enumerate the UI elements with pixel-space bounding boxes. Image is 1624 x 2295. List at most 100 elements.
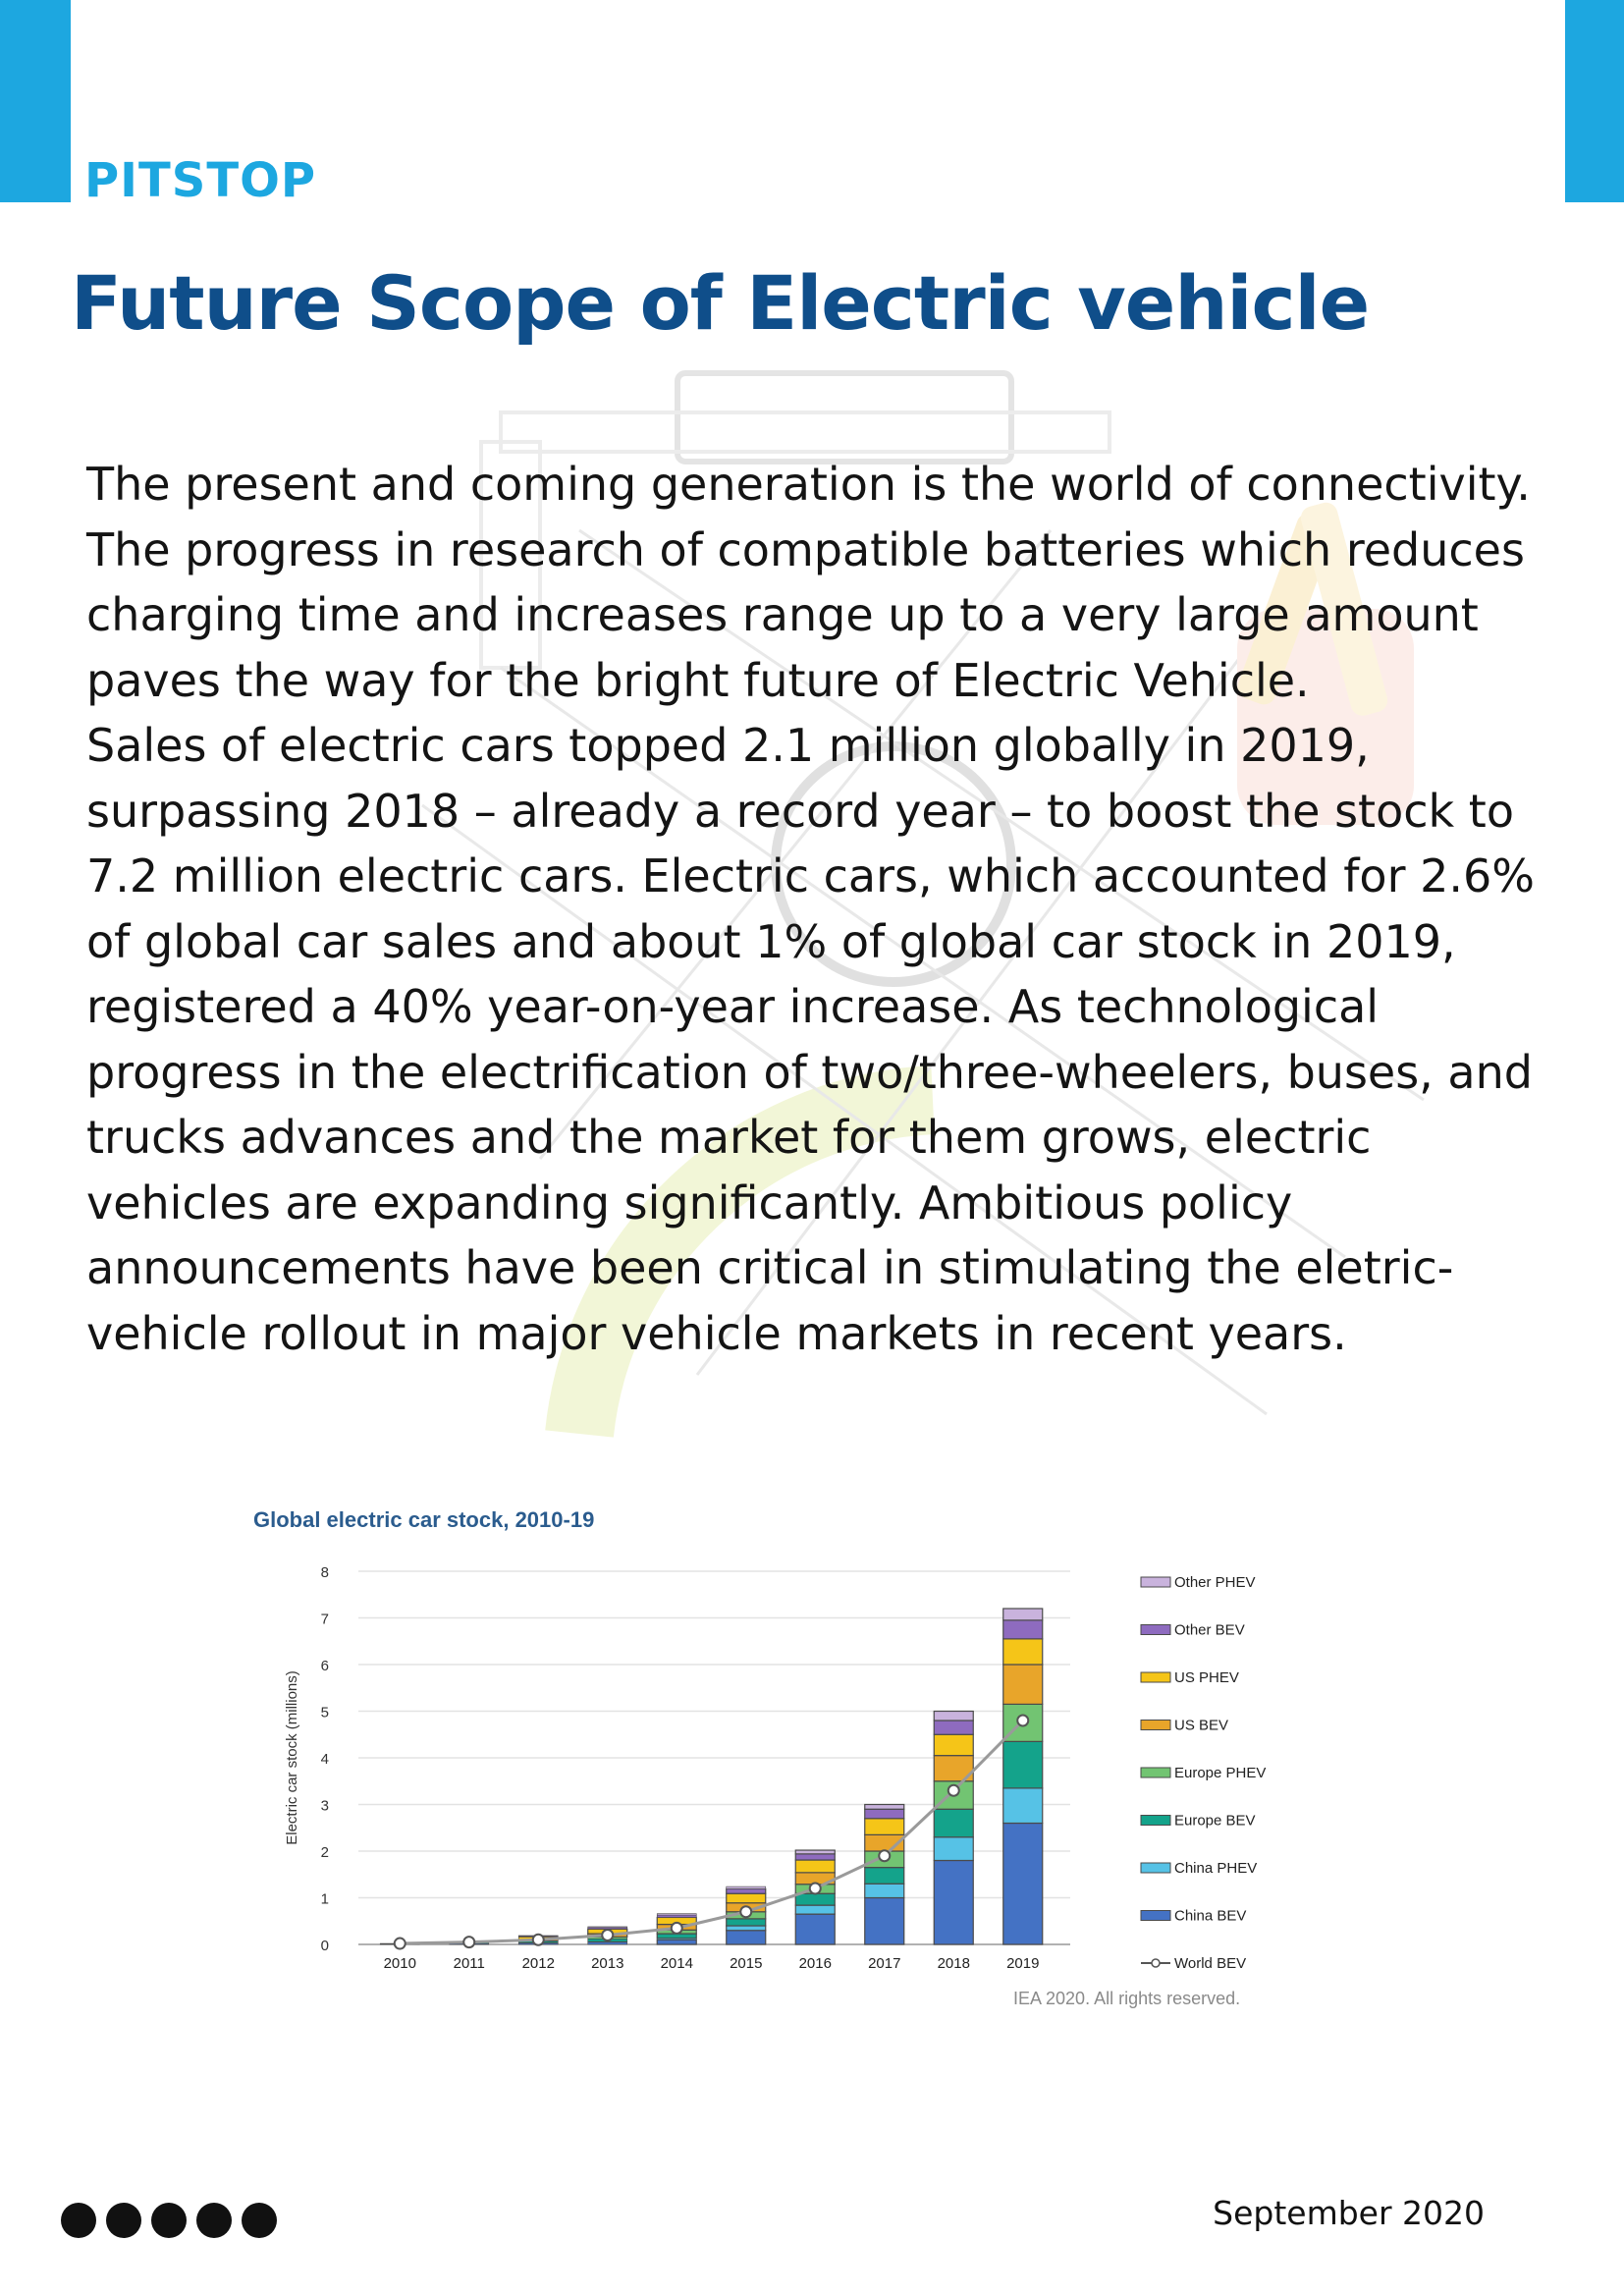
y-tick-label: 3 xyxy=(321,1798,329,1815)
legend-swatch xyxy=(1140,1815,1171,1826)
bar-segment xyxy=(726,1885,767,1889)
top-right-accent-bar xyxy=(1565,0,1624,202)
world-bev-point xyxy=(878,1849,892,1863)
legend-line-marker xyxy=(1151,1958,1161,1968)
bar-segment xyxy=(794,1892,836,1906)
bar-segment xyxy=(1002,1822,1044,1945)
ev-stock-chart: Global electric car stock, 2010-19 0 1 2 3 4… xyxy=(245,1498,1326,2028)
y-tick-label: 6 xyxy=(321,1658,329,1674)
legend-swatch xyxy=(1140,1671,1171,1683)
background-illustration xyxy=(421,370,1425,1438)
top-left-accent-bar xyxy=(0,0,71,202)
bar-segment xyxy=(864,1867,905,1885)
x-tick-label: 2012 xyxy=(522,1955,555,1972)
world-bev-point xyxy=(808,1882,822,1895)
y-tick-label: 2 xyxy=(321,1844,329,1861)
bar-segment xyxy=(933,1808,974,1838)
bar-segment xyxy=(726,1918,767,1927)
bar-segment xyxy=(794,1853,836,1861)
bar-segment xyxy=(587,1941,628,1945)
world-bev-point xyxy=(670,1921,683,1935)
bar-segment xyxy=(794,1849,836,1855)
bar-segment xyxy=(794,1913,836,1945)
legend-label: China PHEV xyxy=(1174,1860,1257,1877)
legend-swatch xyxy=(1140,1862,1171,1874)
paragraph-sales: Sales of electric cars topped 2.1 millio… xyxy=(86,719,1535,1360)
legend-swatch xyxy=(1140,1767,1171,1778)
x-tick-label: 2014 xyxy=(661,1955,693,1972)
bar-segment xyxy=(1002,1638,1044,1666)
world-bev-point xyxy=(531,1933,545,1946)
bar-segment xyxy=(933,1733,974,1757)
bar-segment xyxy=(864,1818,905,1835)
x-tick-label: 2018 xyxy=(938,1955,970,1972)
page-indicator-dots xyxy=(61,2203,277,2238)
chart-source-note: IEA 2020. All rights reserved. xyxy=(1013,1989,1241,2008)
bar-segment xyxy=(1002,1608,1044,1621)
bar-segment xyxy=(726,1930,767,1945)
y-tick-label: 7 xyxy=(321,1612,329,1628)
legend-label: Other BEV xyxy=(1174,1622,1245,1639)
bar-segment xyxy=(1002,1740,1044,1789)
legend-label: US BEV xyxy=(1174,1718,1228,1734)
bar-segment xyxy=(587,1926,628,1929)
bar-segment xyxy=(794,1859,836,1874)
x-tick-label: 2016 xyxy=(799,1955,832,1972)
y-tick-label: 1 xyxy=(321,1891,329,1908)
world-bev-point xyxy=(393,1937,406,1950)
bar-segment xyxy=(726,1925,767,1932)
legend-swatch xyxy=(1140,1720,1171,1730)
page-dot xyxy=(196,2203,232,2238)
bar-segment xyxy=(933,1710,974,1721)
page-dot xyxy=(242,2203,277,2238)
world-bev-point xyxy=(601,1929,615,1941)
bar-segment xyxy=(794,1904,836,1915)
y-tick-label: 0 xyxy=(321,1938,329,1954)
legend-label: Europe BEV xyxy=(1174,1813,1256,1830)
page-dot xyxy=(61,2203,96,2238)
bar-segment xyxy=(864,1896,905,1945)
footer-date: September 2020 xyxy=(1213,2194,1485,2232)
legend-label: Europe PHEV xyxy=(1174,1765,1266,1781)
world-bev-line xyxy=(400,1719,1024,1945)
x-tick-label: 2015 xyxy=(730,1955,762,1972)
article-body: The present and coming generation is the… xyxy=(86,452,1559,1366)
y-tick-label: 5 xyxy=(321,1705,329,1721)
page-dot xyxy=(106,2203,141,2238)
legend-label: US PHEV xyxy=(1174,1669,1239,1686)
legend-label: World BEV xyxy=(1174,1955,1246,1972)
x-tick-label: 2013 xyxy=(591,1955,623,1972)
bar-segment xyxy=(864,1883,905,1899)
bar-segment xyxy=(864,1803,905,1810)
bar-segment xyxy=(1002,1619,1044,1640)
bar-segment xyxy=(656,1939,697,1945)
y-tick-label: 8 xyxy=(321,1564,329,1581)
bar-segment xyxy=(933,1859,974,1945)
paragraph-intro: The present and coming generation is the… xyxy=(86,458,1531,707)
legend-swatch xyxy=(1140,1624,1171,1635)
chart-canvas: 0 1 2 3 4 5 6 7 8 Electric car stock (millions) 20… xyxy=(284,1564,1266,1972)
x-tick-label: 2019 xyxy=(1006,1955,1039,1972)
bar-segment xyxy=(1002,1664,1044,1705)
y-tick-label: 4 xyxy=(321,1751,329,1768)
bar-segment xyxy=(656,1914,697,1918)
bar-segment xyxy=(726,1892,767,1904)
bar-segment xyxy=(656,1913,697,1916)
world-bev-point xyxy=(739,1905,753,1919)
x-tick-label: 2017 xyxy=(868,1955,900,1972)
legend-label: Other PHEV xyxy=(1174,1574,1256,1591)
bar-segment xyxy=(726,1887,767,1894)
y-axis-label: Electric car stock (millions) xyxy=(284,1670,300,1845)
legend-label: China BEV xyxy=(1174,1908,1246,1925)
bar-segment xyxy=(933,1836,974,1862)
x-tick-label: 2010 xyxy=(384,1955,416,1972)
bar-segment xyxy=(864,1808,905,1820)
legend-swatch xyxy=(1140,1576,1171,1588)
page-title: Future Scope of Electric vehicle xyxy=(71,259,1370,347)
bar-segment xyxy=(1002,1787,1044,1825)
chart-title: Global electric car stock, 2010-19 xyxy=(253,1507,595,1532)
world-bev-point xyxy=(947,1783,960,1797)
legend-swatch xyxy=(1140,1910,1171,1921)
world-bev-point xyxy=(462,1936,476,1949)
x-tick-label: 2011 xyxy=(454,1955,485,1972)
